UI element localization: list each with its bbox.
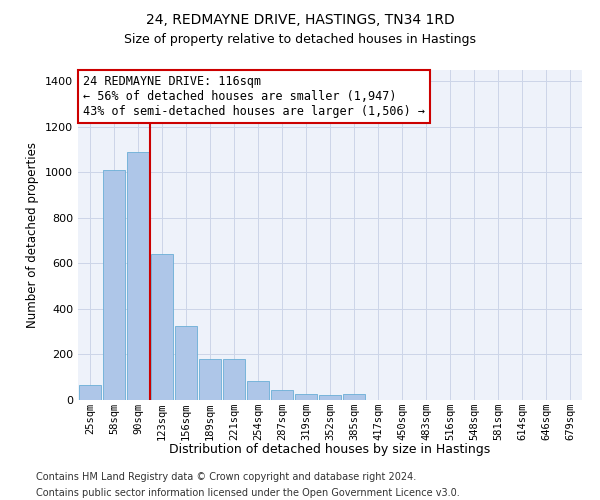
Bar bbox=[223, 359, 245, 400]
Text: 24 REDMAYNE DRIVE: 116sqm
← 56% of detached houses are smaller (1,947)
43% of se: 24 REDMAYNE DRIVE: 116sqm ← 56% of detac… bbox=[83, 75, 425, 118]
Bar bbox=[199, 359, 221, 400]
Text: 24, REDMAYNE DRIVE, HASTINGS, TN34 1RD: 24, REDMAYNE DRIVE, HASTINGS, TN34 1RD bbox=[146, 12, 454, 26]
Text: Contains HM Land Registry data © Crown copyright and database right 2024.: Contains HM Land Registry data © Crown c… bbox=[36, 472, 416, 482]
Bar bbox=[343, 394, 365, 400]
Bar bbox=[103, 170, 125, 400]
Bar bbox=[295, 394, 317, 400]
Bar bbox=[79, 385, 101, 400]
Text: Size of property relative to detached houses in Hastings: Size of property relative to detached ho… bbox=[124, 32, 476, 46]
Bar bbox=[175, 326, 197, 400]
Bar bbox=[127, 152, 149, 400]
Bar bbox=[319, 396, 341, 400]
Y-axis label: Number of detached properties: Number of detached properties bbox=[26, 142, 40, 328]
Bar bbox=[151, 254, 173, 400]
Text: Distribution of detached houses by size in Hastings: Distribution of detached houses by size … bbox=[169, 442, 491, 456]
Bar bbox=[271, 390, 293, 400]
Bar bbox=[247, 380, 269, 400]
Text: Contains public sector information licensed under the Open Government Licence v3: Contains public sector information licen… bbox=[36, 488, 460, 498]
